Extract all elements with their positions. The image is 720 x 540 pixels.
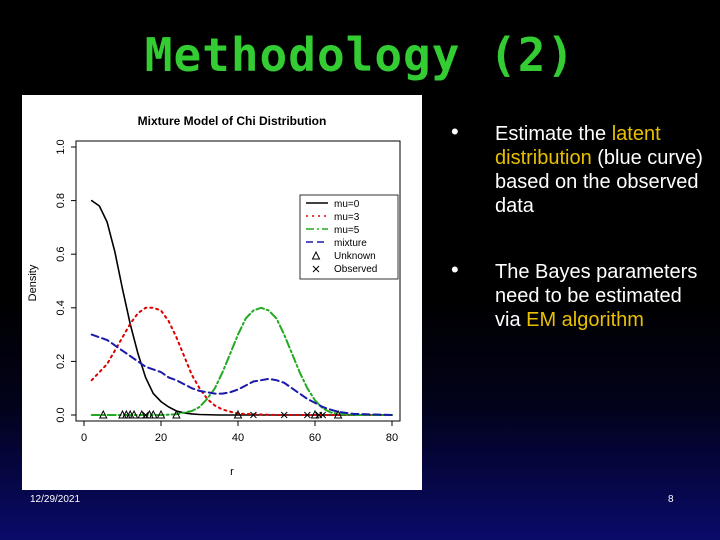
unknown-point <box>137 409 147 419</box>
legend-label: mu=5 <box>334 225 360 236</box>
chart-title: Mixture Model of Chi Distribution <box>138 114 327 128</box>
bullet-list: • Estimate the latent distribution (blue… <box>447 119 707 374</box>
unknown-point <box>172 409 181 419</box>
bullet-dot-icon: • <box>451 119 459 144</box>
y-tick-label: 0.6 <box>55 247 67 262</box>
series-line-mu-0 <box>90 199 393 416</box>
x-tick-label: 80 <box>386 432 398 444</box>
legend-marker <box>311 250 321 260</box>
legend-label: mixture <box>334 238 367 249</box>
series-line-mixture <box>90 333 393 416</box>
observed-point <box>303 411 311 419</box>
bullet-item: • The Bayes parameters need to be estima… <box>447 257 707 332</box>
y-tick-label: 0.0 <box>55 407 67 422</box>
legend-marker <box>312 265 320 273</box>
bullet-text: Estimate the <box>495 123 612 145</box>
slide-title: Methodology (2) <box>144 28 576 82</box>
x-tick-label: 20 <box>155 432 167 444</box>
mixture-chart: Mixture Model of Chi Distribution Densit… <box>27 114 401 478</box>
unknown-point <box>233 409 243 419</box>
chart-panel: Mixture Model of Chi Distribution Densit… <box>22 95 422 490</box>
legend-label: Unknown <box>334 251 376 262</box>
unknown-point <box>156 409 166 419</box>
series-line-mu-5 <box>90 306 393 416</box>
bullet-text: (blue curve) based on the observed data <box>495 147 703 217</box>
bullet-highlight-text: latent distribution <box>495 123 661 169</box>
unknown-point <box>129 409 139 419</box>
observed-point <box>142 411 149 419</box>
bullet-item: • Estimate the latent distribution (blue… <box>447 119 707 218</box>
legend-label: mu=3 <box>334 212 360 223</box>
y-tick-label: 0.8 <box>55 193 67 208</box>
y-tick-label: 0.4 <box>55 300 67 315</box>
page-number: 8 <box>668 494 674 505</box>
y-tick-label: 1.0 <box>55 139 67 154</box>
slide-date: 12/29/2021 <box>30 494 81 505</box>
x-tick-label: 40 <box>232 432 244 444</box>
unknown-point <box>310 409 320 419</box>
series-line-mu-3 <box>90 306 393 416</box>
bullet-dot-icon: • <box>451 257 459 282</box>
x-tick-label: 0 <box>81 432 87 444</box>
x-axis-label: r <box>230 466 234 478</box>
legend-label: Observed <box>334 264 377 275</box>
y-axis-label: Density <box>27 264 39 301</box>
unknown-point <box>148 409 158 419</box>
legend-label: mu=0 <box>334 199 360 210</box>
unknown-point <box>333 409 343 419</box>
bullet-text: The Bayes parameters need to be estimate… <box>495 261 698 331</box>
observed-point <box>250 411 257 419</box>
observed-point <box>280 411 288 419</box>
legend-box <box>299 194 399 280</box>
plot-frame <box>75 140 401 422</box>
observed-point <box>319 411 327 419</box>
x-tick-label: 60 <box>309 432 321 444</box>
bullet-highlight-text: EM algorithm <box>526 309 644 331</box>
y-tick-label: 0.2 <box>55 354 67 369</box>
unknown-point <box>98 409 108 419</box>
